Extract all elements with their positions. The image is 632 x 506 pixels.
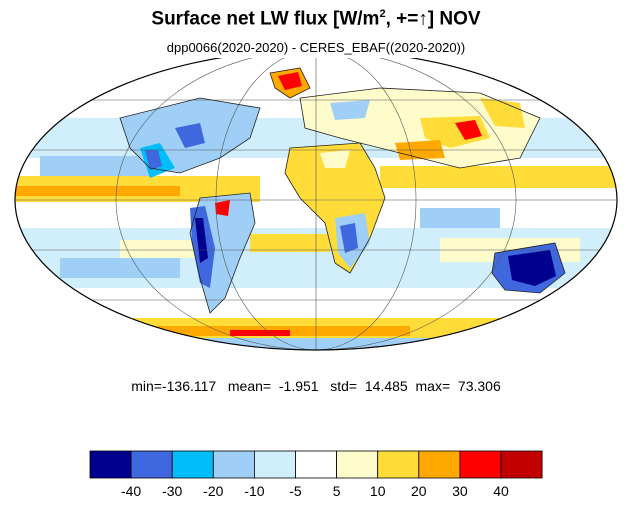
colorbar-tick-label: 30: [452, 483, 468, 499]
colorbar-swatch: [336, 450, 379, 479]
graticule: [16, 58, 616, 350]
stat-mean-label: mean=: [227, 378, 272, 394]
stat-mean: -1.951: [278, 378, 319, 394]
map-field: [15, 58, 617, 350]
colorbar-swatch: [295, 450, 337, 479]
colorbar-swatch: [212, 450, 255, 479]
stat-min-label: min=: [131, 378, 162, 394]
colorbar-swatch: [418, 450, 461, 479]
colorbar-tick-label: 20: [411, 483, 427, 499]
figure-subtitle: dpp0066(2020-2020) - CERES_EBAF((2020-20…: [166, 40, 466, 55]
colorbar-swatch: [253, 450, 296, 479]
colorbar-tick-label: -5: [289, 483, 302, 499]
colorbar-swatch: [171, 450, 214, 479]
statistics-line: min=-136.117 mean= -1.951 std= 14.485 ma…: [0, 378, 632, 394]
title-text: Surface net LW flux [W/m: [151, 8, 380, 30]
colorbar-swatch: [500, 450, 543, 479]
colorbar-tick-label: -20: [203, 483, 223, 499]
coastlines: [119, 67, 566, 314]
colorbar-swatch: [377, 450, 420, 479]
stat-max-label: max=: [415, 378, 451, 394]
stat-min: -136.117: [161, 378, 217, 394]
title-superscript: 2: [379, 8, 386, 20]
title-text-rest: , +=↑] NOV: [385, 8, 481, 30]
colorbar-tick-label: 5: [333, 483, 341, 499]
colorbar-swatch: [89, 450, 132, 479]
map-border: [14, 58, 618, 351]
stat-std: 14.485: [364, 378, 408, 394]
colorbar-tick-label: -40: [121, 483, 141, 499]
colorbar-swatch: [130, 450, 173, 479]
colorbar-tick-label: -30: [162, 483, 182, 499]
stat-max: 73.306: [457, 378, 501, 394]
colorbar-tick-label: 10: [370, 483, 386, 499]
stat-std-label: std=: [330, 378, 358, 394]
colorbar-tick-label: 40: [493, 483, 509, 499]
world-map: [14, 58, 618, 351]
colorbar: -40 -30 -20 -10 -5 5 10 20 30 40: [89, 450, 543, 499]
colorbar-tick-label: -10: [244, 483, 264, 499]
colorbar-swatch: [459, 450, 502, 479]
figure-title: Surface net LW flux [W/m2, +=↑] NOV: [0, 8, 632, 30]
